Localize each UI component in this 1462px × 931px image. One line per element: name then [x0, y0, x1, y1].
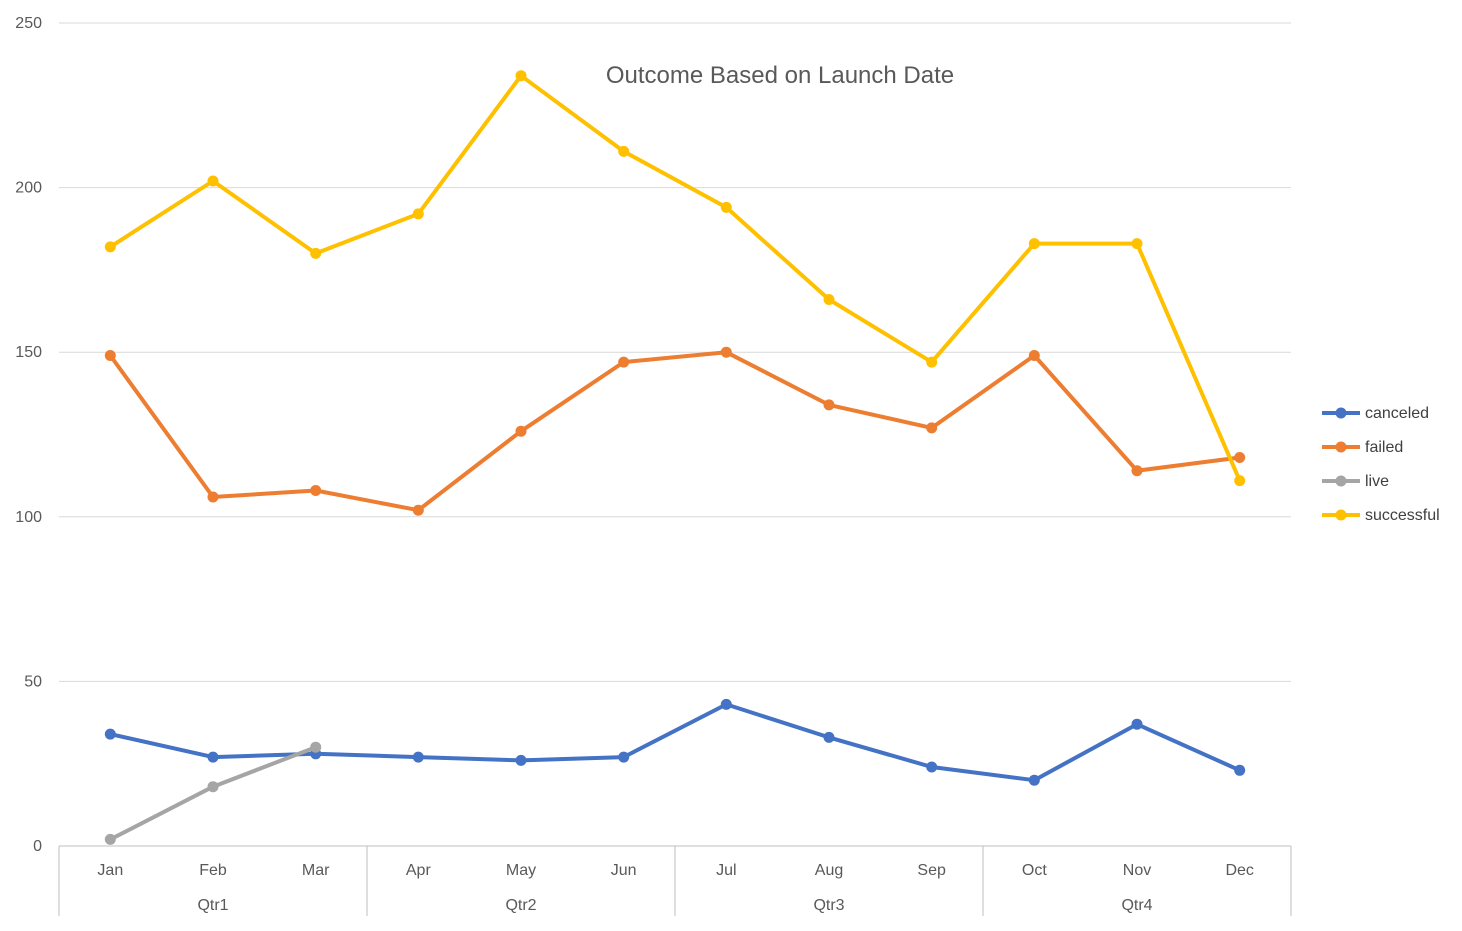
failed-point [823, 399, 835, 411]
legend-label: failed [1365, 439, 1403, 456]
y-tick-label: 50 [24, 673, 42, 690]
y-tick-label: 150 [15, 344, 42, 361]
series-failed [104, 346, 1246, 516]
series-live [104, 741, 322, 845]
failed-point [1028, 350, 1040, 361]
legend-marker [1335, 475, 1347, 487]
failed-point [1131, 465, 1143, 477]
canceled-point [720, 698, 732, 710]
x-tick-label: Oct [1022, 862, 1047, 879]
successful-point [310, 247, 322, 259]
failed-point [310, 485, 322, 496]
x-tick-label: May [506, 862, 536, 879]
successful-point [823, 294, 835, 305]
legend-item-failed: failed [1322, 439, 1403, 456]
successful-line [108, 73, 1242, 483]
legend-marker [1335, 509, 1347, 521]
failed-point [926, 422, 938, 434]
legend-item-live: live [1322, 473, 1389, 490]
x-tick-label: Jan [97, 862, 123, 879]
live-point [104, 833, 116, 845]
failed-point [104, 350, 116, 361]
chart-title: Outcome Based on Launch Date [606, 62, 954, 89]
x-tick-label: Feb [199, 862, 227, 879]
x-axis: Jan Feb Mar Apr May Jun Jul Aug Sep Oct Nov Dec Qtr1… [58, 845, 1292, 916]
failed-point [720, 346, 732, 358]
canceled-point [1131, 718, 1143, 730]
plot-series [104, 70, 1246, 845]
legend: canceled failed live successful [1322, 405, 1440, 524]
failed-line [108, 350, 1242, 513]
x-tick-label: Sep [917, 862, 946, 879]
canceled-point [823, 731, 835, 743]
canceled-point [515, 754, 527, 766]
x-tick-label: Apr [406, 862, 432, 879]
legend-label: canceled [1365, 405, 1429, 422]
y-tick-label: 200 [15, 180, 42, 197]
legend-marker [1335, 407, 1347, 419]
legend-label: live [1365, 473, 1389, 490]
canceled-point [618, 751, 630, 763]
canceled-point [1234, 764, 1246, 776]
failed-point [207, 491, 219, 503]
live-point [310, 741, 322, 753]
x-tick-label: Nov [1123, 862, 1151, 879]
x-tick-label: Aug [815, 862, 843, 879]
group-label: Qtr2 [505, 897, 536, 914]
canceled-point [104, 728, 116, 740]
group-label: Qtr3 [813, 897, 844, 914]
gridlines [59, 22, 1291, 682]
y-tick-label: 250 [15, 15, 42, 32]
successful-point [1028, 238, 1040, 250]
y-axis: 0 50 100 150 200 250 [15, 15, 42, 855]
y-tick-label: 0 [33, 838, 42, 855]
failed-point [515, 425, 527, 437]
group-label: Qtr1 [197, 897, 228, 914]
legend-item-canceled: canceled [1322, 405, 1429, 422]
group-label: Qtr4 [1121, 897, 1152, 914]
y-tick-label: 100 [15, 509, 42, 526]
legend-marker [1335, 441, 1347, 453]
series-successful [104, 70, 1246, 487]
successful-point [104, 241, 116, 253]
live-point [207, 781, 219, 793]
successful-point [720, 201, 732, 213]
canceled-point [412, 751, 424, 763]
successful-point [412, 208, 424, 220]
series-canceled [104, 698, 1246, 786]
canceled-line [108, 702, 1242, 783]
failed-point [412, 504, 424, 516]
successful-point [515, 70, 527, 82]
x-tick-label: Mar [302, 862, 330, 879]
failed-point [1234, 452, 1246, 463]
x-tick-label: Dec [1225, 862, 1253, 879]
successful-point [207, 175, 219, 187]
successful-point [926, 356, 938, 368]
legend-label: successful [1365, 507, 1440, 524]
x-tick-label: Jul [716, 862, 736, 879]
canceled-point [1028, 774, 1040, 786]
canceled-point [207, 751, 219, 763]
successful-point [1131, 238, 1143, 250]
successful-point [1234, 475, 1246, 487]
successful-point [618, 145, 630, 157]
failed-point [618, 356, 630, 368]
legend-item-successful: successful [1322, 507, 1440, 524]
x-tick-label: Jun [611, 862, 637, 879]
canceled-point [926, 761, 938, 773]
